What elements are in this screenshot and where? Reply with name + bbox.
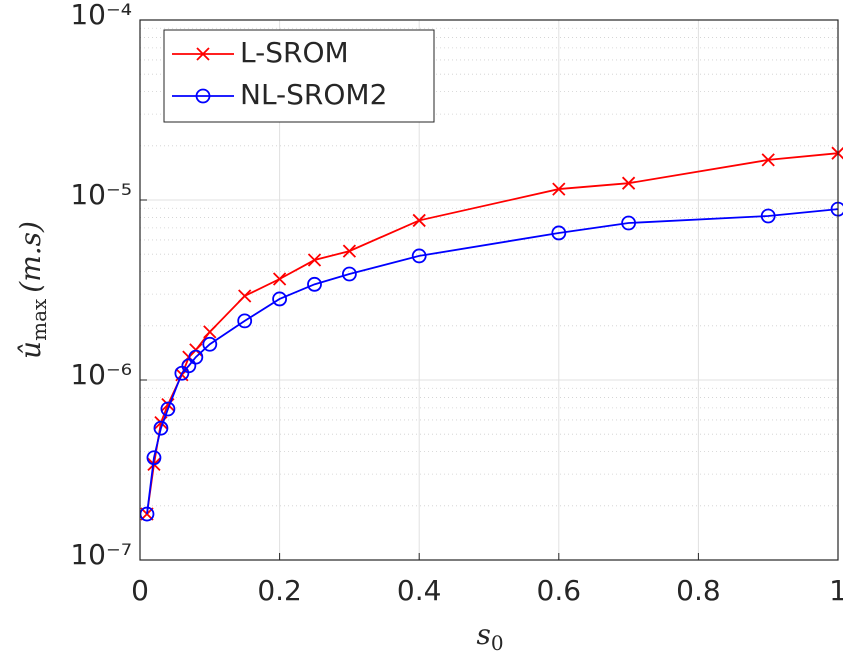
marker bbox=[761, 153, 775, 167]
x-axis-label: s0 bbox=[476, 618, 503, 655]
marker bbox=[160, 401, 176, 417]
x-label-subscript: 0 bbox=[491, 631, 504, 655]
x-tick-label: 0.6 bbox=[537, 574, 582, 607]
x-tick-label: 1 bbox=[829, 574, 843, 607]
x-label-symbol: s bbox=[476, 618, 490, 651]
legend-box bbox=[163, 29, 435, 123]
x-tick-label: 0 bbox=[131, 574, 149, 607]
marker bbox=[237, 313, 253, 329]
y-tick-label: 10⁻⁴ bbox=[70, 0, 132, 31]
marker bbox=[196, 47, 210, 61]
marker bbox=[238, 289, 252, 303]
marker bbox=[202, 336, 218, 352]
marker bbox=[146, 450, 162, 466]
y-axis-label: ûmax (m.s) bbox=[14, 221, 51, 359]
x-tick-label: 0.8 bbox=[676, 574, 721, 607]
marker bbox=[411, 248, 427, 264]
y-tick-label: 10⁻⁷ bbox=[70, 538, 132, 571]
marker bbox=[621, 215, 636, 231]
marker bbox=[307, 276, 322, 292]
y-label-symbol: û bbox=[14, 341, 47, 359]
marker bbox=[188, 349, 204, 365]
axes-box bbox=[139, 19, 839, 561]
marker bbox=[551, 225, 567, 241]
marker bbox=[552, 182, 566, 196]
y-tick-label: 10⁻⁶ bbox=[70, 358, 132, 391]
marker bbox=[195, 88, 211, 104]
marker bbox=[153, 420, 169, 436]
y-label-unit: (m.s) bbox=[14, 221, 47, 293]
y-label-subscript: max bbox=[27, 298, 51, 341]
marker bbox=[307, 253, 322, 267]
x-tick-label: 0.2 bbox=[257, 574, 302, 607]
legend-label: NL-SROM2 bbox=[240, 78, 387, 111]
legend-label: L-SROM bbox=[240, 36, 349, 69]
x-tick-label: 0.4 bbox=[397, 574, 442, 607]
legend: L-SROM NL-SROM2 bbox=[163, 29, 435, 123]
marker bbox=[341, 266, 357, 282]
marker bbox=[342, 244, 357, 258]
marker bbox=[203, 325, 217, 339]
marker bbox=[272, 272, 287, 286]
marker bbox=[272, 291, 288, 307]
marker bbox=[621, 176, 636, 190]
marker bbox=[412, 213, 426, 228]
plot bbox=[139, 146, 843, 522]
y-tick-label: 10⁻⁵ bbox=[70, 178, 132, 211]
marker bbox=[760, 208, 776, 224]
